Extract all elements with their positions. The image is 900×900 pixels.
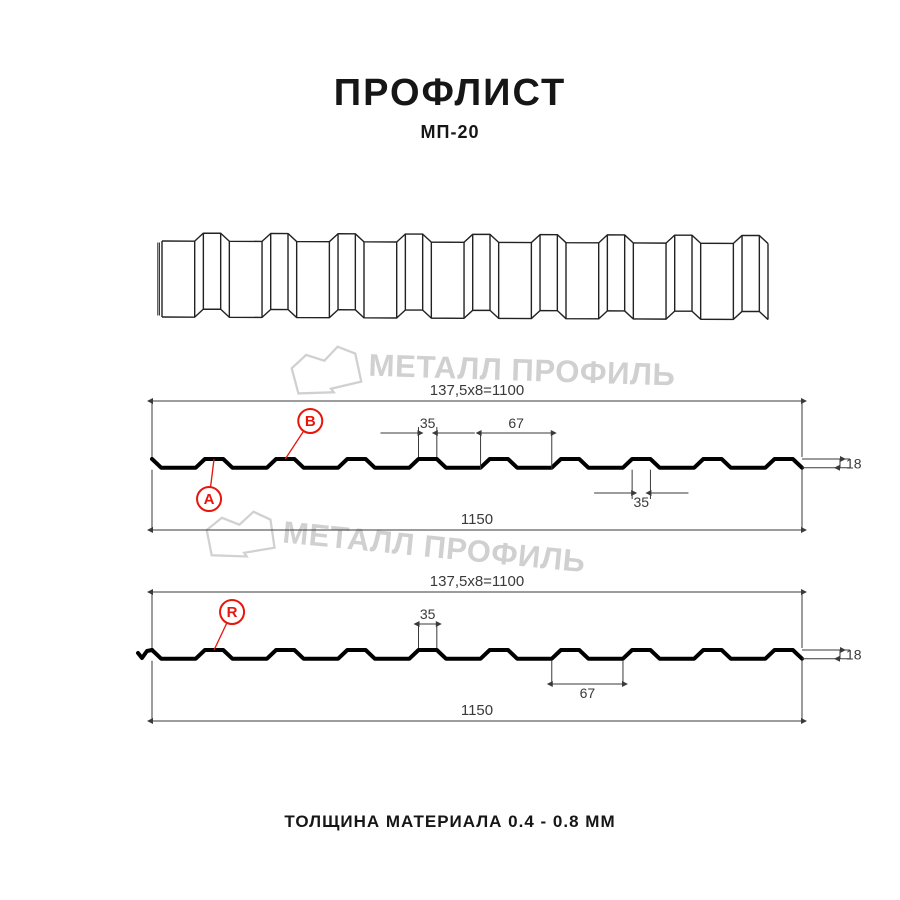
svg-text:35: 35 bbox=[420, 415, 436, 431]
svg-text:1150: 1150 bbox=[461, 702, 493, 719]
svg-text:137,5x8=1100: 137,5x8=1100 bbox=[430, 573, 524, 590]
svg-text:18: 18 bbox=[846, 646, 862, 662]
svg-text:67: 67 bbox=[580, 685, 596, 701]
svg-text:137,5x8=1100: 137,5x8=1100 bbox=[430, 382, 524, 399]
svg-text:67: 67 bbox=[508, 415, 524, 431]
svg-text:35: 35 bbox=[420, 606, 436, 622]
svg-text:18: 18 bbox=[846, 455, 862, 471]
svg-text:35: 35 bbox=[633, 494, 649, 510]
svg-text:A: A bbox=[204, 491, 215, 508]
svg-text:1150: 1150 bbox=[461, 511, 493, 528]
svg-text:B: B bbox=[305, 413, 316, 430]
svg-text:R: R bbox=[227, 604, 238, 621]
svg-text:МЕТАЛЛ ПРОФИЛЬ: МЕТАЛЛ ПРОФИЛЬ bbox=[281, 514, 587, 579]
